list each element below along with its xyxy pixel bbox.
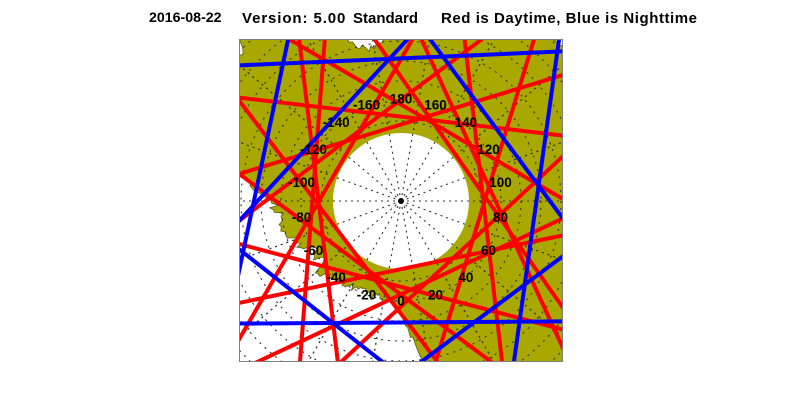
svg-text:-100: -100: [288, 175, 315, 190]
svg-text:140: 140: [455, 115, 478, 130]
svg-text:-60: -60: [304, 243, 324, 258]
svg-text:20: 20: [428, 287, 443, 302]
svg-text:60: 60: [481, 243, 496, 258]
svg-text:100: 100: [489, 175, 512, 190]
svg-text:160: 160: [424, 98, 447, 113]
svg-text:-20: -20: [357, 287, 377, 302]
svg-text:-40: -40: [326, 270, 346, 285]
svg-text:-160: -160: [353, 98, 380, 113]
svg-text:-80: -80: [292, 210, 312, 225]
svg-text:-120: -120: [300, 142, 327, 157]
svg-text:-140: -140: [323, 115, 350, 130]
svg-text:180: 180: [390, 92, 413, 107]
svg-text:40: 40: [458, 270, 473, 285]
svg-text:120: 120: [477, 142, 500, 157]
svg-text:0: 0: [397, 294, 405, 309]
svg-text:80: 80: [493, 210, 508, 225]
